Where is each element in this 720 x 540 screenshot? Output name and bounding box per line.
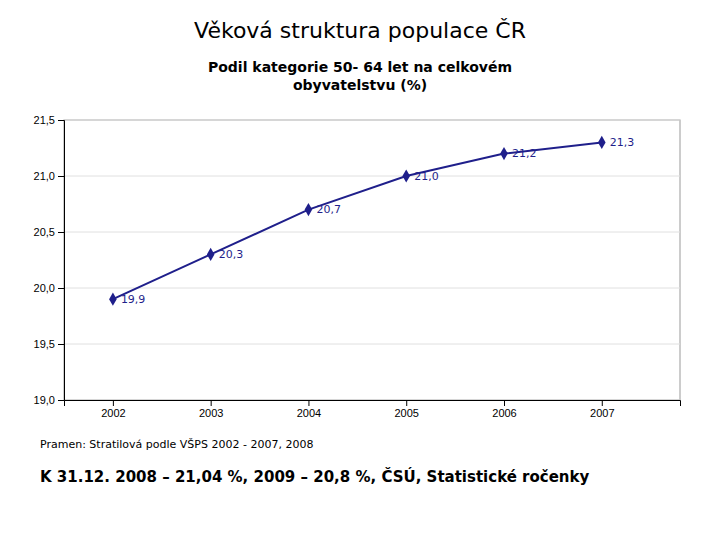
tick-label: 20,5 <box>34 226 55 238</box>
marker <box>207 248 215 261</box>
annotation: K 31.12. 2008 – 21,04 %, 2009 – 20,8 %, … <box>40 467 590 486</box>
tick-label: 2006 <box>492 407 516 419</box>
tick: 21,5 <box>34 114 64 126</box>
grid-line <box>64 344 680 345</box>
x-axis: 2002 2003 2004 2005 2006 2007 <box>65 400 681 419</box>
data-label: 21,2 <box>512 147 537 160</box>
tick-mark <box>58 400 64 401</box>
tick-label: 21,0 <box>34 170 55 182</box>
tick-mark <box>406 400 407 406</box>
data-labels: 19,9 20,3 20,7 21,0 21,2 21,3 <box>121 136 634 306</box>
subtitle: Podil kategorie 50- 64 let na celkovém ob… <box>208 59 512 93</box>
data-label: 21,3 <box>610 136 635 149</box>
marker <box>402 169 410 182</box>
title: Věková struktura populace ČR <box>194 18 526 43</box>
line <box>113 142 602 299</box>
subtitle-line: Podil kategorie 50- 64 let na celkovém <box>208 59 512 75</box>
chart: Věková struktura populace ČR Podil katego… <box>0 0 720 540</box>
tick-mark <box>504 400 505 406</box>
data-label: 21,0 <box>414 170 439 183</box>
data-label: 20,3 <box>219 248 244 261</box>
annotation: Pramen: Stratilová podle VŠPS 2002 - 200… <box>40 438 313 451</box>
plot-frame <box>64 120 680 400</box>
marker <box>305 203 313 216</box>
grid-line <box>64 176 680 177</box>
y-axis: 19,0 19,5 20,0 20,5 21,0 21,5 <box>34 114 65 406</box>
tick: 2007 <box>590 400 614 419</box>
marker <box>598 136 606 149</box>
tick: 2002 <box>101 400 125 419</box>
tick: 19,5 <box>34 338 64 350</box>
marker <box>500 147 508 160</box>
grid-line <box>64 232 680 233</box>
tick-label: 2003 <box>199 407 223 419</box>
tick: 20,5 <box>34 226 64 238</box>
tick-mark <box>308 400 309 406</box>
tick-label: 2002 <box>101 407 125 419</box>
tick: 2006 <box>492 400 516 419</box>
tick-mark <box>602 400 603 406</box>
marker <box>109 293 117 306</box>
tick-label: 20,0 <box>34 282 55 294</box>
tick: 21,0 <box>34 170 64 182</box>
tick-label: 19,0 <box>34 394 55 406</box>
tick-mark <box>58 344 64 345</box>
tick: 2004 <box>297 400 321 419</box>
tick-mark <box>58 232 64 233</box>
tick-label: 2007 <box>590 407 614 419</box>
tick-mark <box>58 176 64 177</box>
grid-line <box>64 288 680 289</box>
tick-label: 19,5 <box>34 338 55 350</box>
marks <box>109 136 605 306</box>
tick-label: 2004 <box>297 407 321 419</box>
grid-line <box>64 120 680 121</box>
plot: 19,0 19,5 20,0 20,5 21,0 21,5 2002 2003 2004 2005… <box>34 114 681 419</box>
subtitle-line: obyvatelstvu (%) <box>293 77 427 93</box>
data-label: 20,7 <box>316 203 341 216</box>
tick-mark <box>211 400 212 406</box>
tick-label: 21,5 <box>34 114 55 126</box>
data-label: 19,9 <box>121 293 146 306</box>
axis-line <box>58 121 65 401</box>
tick-mark <box>113 400 114 406</box>
tick-label: 2005 <box>394 407 418 419</box>
tick: 20,0 <box>34 282 64 294</box>
axis-line <box>65 401 681 407</box>
grid <box>64 120 680 400</box>
tick: 2005 <box>394 400 418 419</box>
tick: 19,0 <box>34 394 64 406</box>
tick-mark <box>58 288 64 289</box>
tick: 2003 <box>199 400 223 419</box>
tick-mark <box>58 120 64 121</box>
